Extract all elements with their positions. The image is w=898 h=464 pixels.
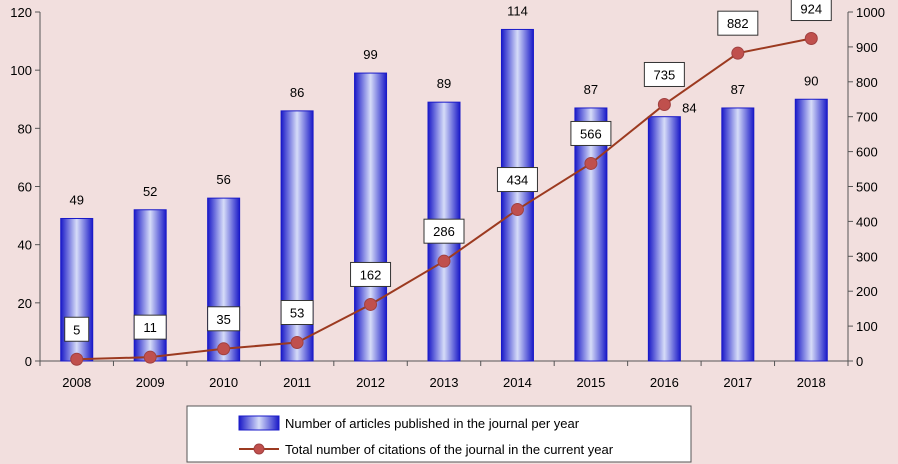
right-tick-label: 100 <box>856 319 878 334</box>
line-marker <box>217 342 231 356</box>
line-marker <box>70 352 84 366</box>
line-marker <box>510 203 524 217</box>
line-data-label-box <box>64 316 90 342</box>
left-tick-label: 120 <box>10 5 32 20</box>
bar-data-label: 49 <box>69 192 83 207</box>
right-tick-label: 400 <box>856 214 878 229</box>
bar <box>574 107 608 362</box>
line-data-label-box <box>570 120 612 146</box>
bar <box>794 98 828 362</box>
line-marker <box>731 46 745 60</box>
line-data-label: 735 <box>654 67 676 82</box>
bar-data-label: 56 <box>216 172 230 187</box>
bar-data-label: 86 <box>290 85 304 100</box>
bar-data-label: 114 <box>507 3 528 18</box>
line-data-label-box <box>350 261 392 287</box>
bar-data-label: 87 <box>731 82 745 97</box>
x-tick-label: 2014 <box>503 375 532 390</box>
line-data-label-box <box>717 10 759 36</box>
line-data-label: 924 <box>800 2 822 17</box>
bar <box>207 197 241 362</box>
line-data-label: 11 <box>143 320 157 335</box>
x-tick-label: 2013 <box>430 375 459 390</box>
x-tick-label: 2009 <box>136 375 165 390</box>
x-tick-label: 2016 <box>650 375 679 390</box>
right-tick-label: 700 <box>856 110 878 125</box>
x-tick-label: 2018 <box>797 375 826 390</box>
bar <box>721 107 755 362</box>
x-tick-label: 2017 <box>723 375 752 390</box>
line-data-label: 882 <box>727 16 749 31</box>
x-tick-label: 2008 <box>62 375 91 390</box>
legend-label-citations: Total number of citations of the journal… <box>285 442 614 457</box>
right-tick-label: 1000 <box>856 5 885 20</box>
left-tick-label: 80 <box>18 121 32 136</box>
left-tick-label: 0 <box>25 354 32 369</box>
x-tick-label: 2012 <box>356 375 385 390</box>
line-marker <box>657 97 671 111</box>
bar-data-label: 87 <box>584 82 598 97</box>
line-marker <box>364 297 378 311</box>
right-tick-label: 600 <box>856 145 878 160</box>
line-data-label: 566 <box>580 126 602 141</box>
line-data-label: 53 <box>290 306 304 321</box>
line-data-label: 286 <box>433 224 455 239</box>
right-tick-label: 800 <box>856 75 878 90</box>
line-marker <box>143 350 157 364</box>
line-marker <box>804 32 818 46</box>
line-data-label-box <box>643 61 685 87</box>
bar-data-label: 89 <box>437 76 451 91</box>
x-tick-label: 2010 <box>209 375 238 390</box>
bar-data-label: 90 <box>804 73 818 88</box>
bar-data-label: 99 <box>363 47 377 62</box>
left-tick-label: 20 <box>18 296 32 311</box>
left-tick-label: 100 <box>10 63 32 78</box>
bar-data-label: 84 <box>682 101 696 116</box>
line-data-label: 162 <box>360 267 382 282</box>
line-marker <box>290 336 304 350</box>
left-tick-label: 40 <box>18 238 32 253</box>
line-data-label: 434 <box>507 173 529 188</box>
line-data-label-box <box>133 314 167 340</box>
legend-swatch-marker <box>253 443 265 455</box>
line-marker <box>584 156 598 170</box>
bar <box>647 116 681 362</box>
line-data-label: 5 <box>73 322 80 337</box>
line-data-label-box <box>207 306 241 332</box>
line-data-label-box <box>423 218 465 244</box>
right-tick-label: 200 <box>856 284 878 299</box>
x-tick-label: 2015 <box>576 375 605 390</box>
x-tick-label: 2011 <box>283 375 311 390</box>
right-tick-label: 300 <box>856 249 878 264</box>
legend-label-articles: Number of articles published in the jour… <box>285 416 580 431</box>
legend-swatch-bar <box>238 415 280 431</box>
line-data-label-box <box>790 0 832 22</box>
right-tick-label: 900 <box>856 40 878 55</box>
bar <box>354 72 388 362</box>
line-data-label-box <box>280 300 314 326</box>
line-data-label: 35 <box>216 312 230 327</box>
left-tick-label: 60 <box>18 180 32 195</box>
legend-box <box>186 405 692 463</box>
line-marker <box>437 254 451 268</box>
bar <box>500 28 534 362</box>
right-tick-label: 0 <box>856 354 863 369</box>
line-data-label-box <box>496 167 538 193</box>
right-tick-label: 500 <box>856 180 878 195</box>
bar-data-label: 52 <box>143 184 157 199</box>
